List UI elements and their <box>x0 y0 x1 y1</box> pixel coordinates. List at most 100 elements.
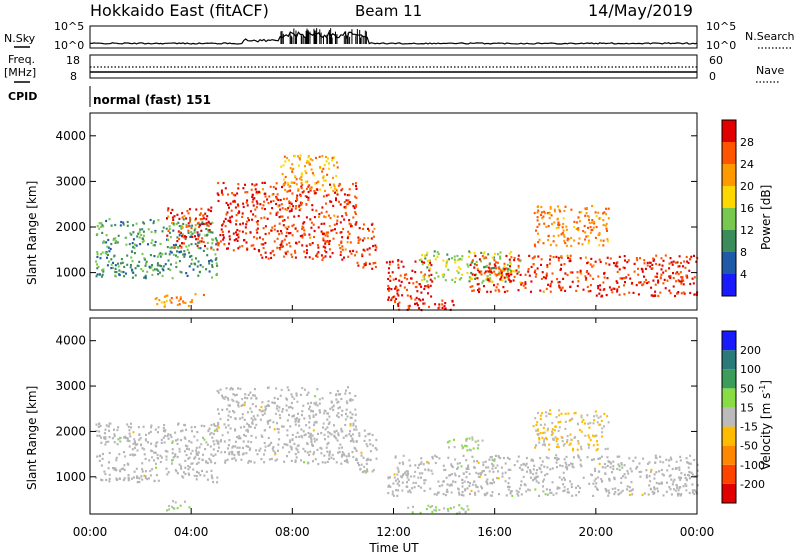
range-gate-cell <box>562 476 565 479</box>
range-gate-cell <box>476 460 479 463</box>
range-gate-cell <box>279 244 282 247</box>
range-gate-cell <box>388 287 391 290</box>
range-gate-cell <box>461 485 464 488</box>
range-gate-cell <box>324 234 327 237</box>
range-gate-cell <box>364 470 367 473</box>
range-gate-cell <box>103 241 105 244</box>
colorbar-tick-label: 50 <box>740 382 754 395</box>
range-gate-cell <box>328 242 331 245</box>
range-gate-cell <box>675 484 678 487</box>
range-gate-cell <box>590 257 593 260</box>
range-gate-cell <box>558 280 561 284</box>
range-gate-cell <box>117 265 120 268</box>
range-gate-cell <box>201 221 204 224</box>
range-gate-cell <box>499 278 502 281</box>
range-gate-cell <box>216 450 219 453</box>
range-gate-cell <box>487 253 490 256</box>
range-gate-cell <box>674 294 676 298</box>
range-gate-cell <box>276 404 279 408</box>
range-gate-cell <box>586 215 589 218</box>
range-gate-cell <box>365 442 368 446</box>
range-gate-cell <box>182 218 185 221</box>
range-gate-cell <box>215 428 218 431</box>
range-gate-cell <box>374 447 377 450</box>
range-gate-cell <box>588 426 591 429</box>
range-gate-cell <box>578 211 581 214</box>
range-gate-cell <box>398 480 400 483</box>
range-gate-cell <box>654 461 657 464</box>
range-gate-cell <box>335 437 338 440</box>
range-gate-cell <box>359 467 362 471</box>
range-gate-cell <box>666 279 669 282</box>
range-gate-cell <box>309 218 312 221</box>
range-gate-cell <box>493 259 496 262</box>
range-gate-cell <box>655 471 658 474</box>
range-gate-cell <box>282 425 285 428</box>
range-gate-cell <box>475 264 478 267</box>
range-gate-cell <box>545 438 548 441</box>
range-gate-cell <box>655 254 658 257</box>
range-gate-cell <box>480 473 482 476</box>
range-gate-cell <box>171 441 174 444</box>
range-gate-cell <box>296 198 299 202</box>
range-gate-cell <box>453 472 456 475</box>
range-gate-cell <box>641 270 644 273</box>
range-gate-cell <box>298 209 301 212</box>
range-gate-cell <box>447 456 450 459</box>
range-gate-cell <box>469 449 472 452</box>
range-gate-cell <box>397 470 400 473</box>
range-gate-cell <box>337 400 340 403</box>
range-gate-cell <box>476 269 479 272</box>
range-gate-cell <box>206 247 209 250</box>
range-gate-cell <box>335 199 337 202</box>
range-gate-cell <box>442 275 445 278</box>
range-gate-cell <box>397 468 400 471</box>
range-gate-cell <box>222 236 225 239</box>
range-gate-cell <box>183 242 185 245</box>
range-gate-cell <box>319 446 322 449</box>
range-gate-cell <box>220 451 223 454</box>
range-gate-cell <box>538 223 541 226</box>
range-gate-cell <box>132 442 135 445</box>
range-gate-cell <box>604 448 607 451</box>
range-gate-cell <box>283 183 286 186</box>
range-gate-cell <box>330 433 333 436</box>
range-gate-cell <box>430 469 433 472</box>
range-gate-cell <box>212 238 215 241</box>
range-gate-cell <box>298 204 301 207</box>
range-gate-cell <box>549 254 552 258</box>
range-gate-cell <box>545 225 548 228</box>
range-gate-cell <box>679 494 682 497</box>
range-gate-cell <box>462 472 465 475</box>
range-gate-cell <box>310 186 313 189</box>
range-gate-cell <box>286 434 289 437</box>
range-gate-cell <box>247 217 249 220</box>
range-gate-cell <box>234 429 237 432</box>
range-gate-cell <box>304 169 307 173</box>
range-gate-cell <box>491 494 493 497</box>
range-gate-cell <box>299 207 302 211</box>
range-gate-cell <box>309 189 312 192</box>
range-gate-cell <box>168 231 171 234</box>
range-gate-cell <box>169 268 172 272</box>
range-gate-cell <box>190 452 192 455</box>
range-gate-cell <box>492 470 495 473</box>
range-gate-cell <box>688 462 691 465</box>
range-gate-cell <box>117 426 120 429</box>
range-gate-cell <box>297 189 300 192</box>
range-gate-cell <box>409 464 412 467</box>
range-gate-cell <box>444 468 447 471</box>
range-gate-cell <box>197 241 200 244</box>
range-gate-cell <box>589 263 592 266</box>
range-gate-cell <box>532 468 535 471</box>
range-gate-cell <box>670 458 673 461</box>
range-gate-cell <box>354 223 357 226</box>
range-gate-cell <box>264 449 267 452</box>
range-gate-cell <box>652 257 655 260</box>
range-gate-cell <box>295 199 297 203</box>
range-gate-cell <box>450 463 453 466</box>
range-gate-cell <box>293 154 296 158</box>
range-gate-cell <box>223 440 226 443</box>
range-gate-cell <box>461 481 464 485</box>
range-gate-cell <box>160 265 163 268</box>
